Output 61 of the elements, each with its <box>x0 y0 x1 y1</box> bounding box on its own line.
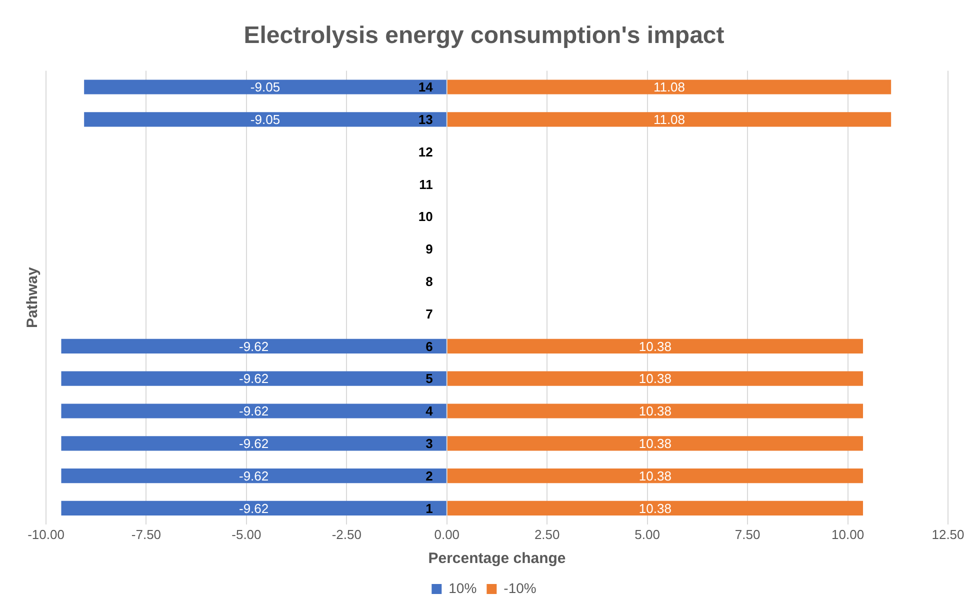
x-tick-label: 10.00 <box>832 526 864 542</box>
y-tick-label: 5 <box>426 371 433 386</box>
x-tick-label: 7.50 <box>734 526 760 542</box>
data-label: 10.38 <box>638 468 672 484</box>
data-label: 10.38 <box>638 338 672 354</box>
data-label: -9.62 <box>238 338 269 354</box>
y-tick-label: 9 <box>426 242 433 257</box>
data-label: 10.38 <box>638 436 672 451</box>
bar <box>84 80 446 94</box>
x-tick-label: -2.50 <box>332 526 362 542</box>
data-label: -9.62 <box>238 436 269 451</box>
bar <box>447 112 892 127</box>
bar <box>447 371 864 386</box>
y-tick-label: 14 <box>418 80 434 95</box>
data-label: -9.62 <box>238 500 269 516</box>
bar <box>447 404 864 418</box>
bar <box>447 436 864 451</box>
data-label: -9.62 <box>238 468 269 484</box>
data-label: -9.62 <box>238 371 269 386</box>
bar <box>61 500 446 516</box>
x-tick-label: -10.00 <box>28 526 64 542</box>
data-label: -9.05 <box>250 112 280 127</box>
x-tick-label: 0.00 <box>434 526 460 542</box>
x-axis-title: Percentage change <box>428 550 566 568</box>
y-tick-label: 3 <box>426 436 433 451</box>
y-tick-label: 12 <box>418 144 433 160</box>
data-label: 10.38 <box>638 500 672 516</box>
bar <box>61 468 446 484</box>
data-label: 11.08 <box>653 80 686 95</box>
data-label: -9.05 <box>250 80 280 95</box>
bar <box>447 500 864 516</box>
chart-title: Electrolysis energy consumption's impact <box>244 22 724 50</box>
legend-label: 10% <box>448 580 477 596</box>
y-tick-label: 2 <box>426 468 433 484</box>
data-label: 10.38 <box>638 404 672 419</box>
y-tick-label: 13 <box>418 112 433 127</box>
bar <box>61 404 446 418</box>
x-tick-label: -5.00 <box>232 526 262 542</box>
y-tick-label: 8 <box>426 274 433 289</box>
bar <box>447 468 864 484</box>
x-tick-label: 5.00 <box>634 526 660 542</box>
y-tick-label: 6 <box>426 338 433 354</box>
x-tick-label: 2.50 <box>534 526 560 542</box>
bar <box>84 112 446 127</box>
bar <box>447 338 864 354</box>
bar <box>61 371 446 386</box>
bar <box>447 80 892 94</box>
x-tick-label: -7.50 <box>131 526 162 542</box>
legend-label: -10% <box>504 580 536 596</box>
bar <box>61 338 446 354</box>
y-tick-label: 11 <box>419 176 433 192</box>
y-tick-label: 7 <box>426 306 433 322</box>
data-label: 11.08 <box>653 112 686 127</box>
data-label: 10.38 <box>638 371 672 386</box>
bar <box>61 436 446 451</box>
y-axis-title: Pathway <box>24 266 42 328</box>
data-label: -9.62 <box>238 404 269 419</box>
x-tick-label: 12.50 <box>932 526 964 542</box>
y-tick-label: 4 <box>426 404 434 419</box>
y-tick-label: 10 <box>418 209 433 224</box>
y-tick-label: 1 <box>426 500 433 516</box>
